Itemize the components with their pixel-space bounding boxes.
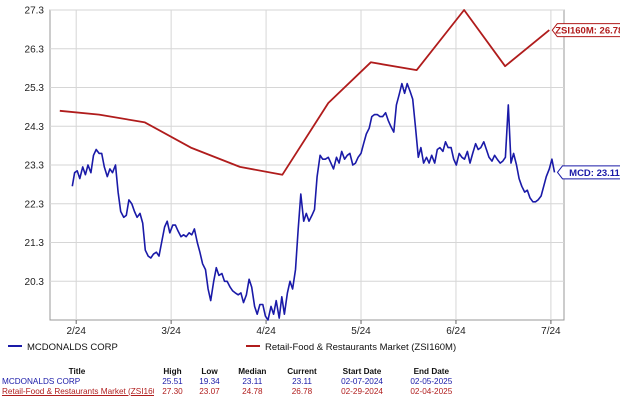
table-row: Retail-Food & Restaurants Market (ZSI160… xyxy=(0,386,620,396)
row-end-date: 02-04-2025 xyxy=(410,386,453,396)
end-label-zsi: ZSI160M: 26.78 xyxy=(555,26,620,37)
row-current: 26.78 xyxy=(291,386,313,396)
x-tick-label: 2/24 xyxy=(66,326,86,337)
stats-header-row: Title High Low Median Current Start Date… xyxy=(0,366,620,376)
y-tick-label: 22.3 xyxy=(25,199,45,210)
x-tick-label: 6/24 xyxy=(446,326,466,337)
header-current: Current xyxy=(287,366,317,376)
row-start-date: 02-07-2024 xyxy=(341,376,383,386)
header-low: Low xyxy=(201,366,218,376)
x-tick-label: 5/24 xyxy=(351,326,371,337)
legend-label-zsi: Retail-Food & Restaurants Market (ZSI160… xyxy=(265,342,457,353)
chart-plot: 27.3 26.3 25.3 24.3 23.3 22.3 21.3 20.3 2/24 3/24… xyxy=(25,6,620,337)
x-tick-label: 3/24 xyxy=(161,326,181,337)
table-row: MCDONALDS CORP 25.51 19.34 23.11 23.11 0… xyxy=(0,376,620,386)
y-tick-label: 21.3 xyxy=(25,238,45,249)
x-tick-label: 7/24 xyxy=(541,326,561,337)
y-tick-label: 20.3 xyxy=(25,277,45,288)
header-start-date: Start Date xyxy=(342,366,382,376)
stats-table: Title High Low Median Current Start Date… xyxy=(0,366,620,396)
row-low: 23.07 xyxy=(199,386,220,396)
series-line-mcd xyxy=(71,82,556,321)
legend-swatch-mcd xyxy=(8,345,22,348)
legend-label-mcd: MCDONALDS CORP xyxy=(27,342,118,353)
header-median: Median xyxy=(238,366,267,376)
row-start-date: 02-29-2024 xyxy=(341,386,383,396)
row-title[interactable]: Retail-Food & Restaurants Market (ZSI160… xyxy=(2,386,154,396)
header-title: Title xyxy=(68,366,86,376)
row-current: 23.11 xyxy=(292,376,312,386)
row-median: 23.11 xyxy=(242,376,263,386)
legend-swatch-zsi xyxy=(246,345,260,348)
x-tick-label: 4/24 xyxy=(256,326,276,337)
row-median: 24.78 xyxy=(242,386,263,396)
y-tick-label: 27.3 xyxy=(25,6,45,17)
y-tick-label: 26.3 xyxy=(25,44,45,55)
end-label-box-zsi xyxy=(551,23,620,38)
header-high: High xyxy=(163,366,182,376)
row-high: 27.30 xyxy=(162,386,183,396)
row-high: 25.51 xyxy=(162,376,183,386)
row-title: MCDONALDS CORP xyxy=(2,376,81,386)
chart-legend: MCDONALDS CORP Retail-Food & Restaurants… xyxy=(0,342,620,356)
legend-item-mcd: MCDONALDS CORP xyxy=(8,342,118,353)
y-tick-label: 25.3 xyxy=(25,83,45,94)
row-end-date: 02-05-2025 xyxy=(410,376,453,386)
end-label-box-mcd xyxy=(556,165,620,180)
y-tick-label: 23.3 xyxy=(25,161,45,172)
header-end-date: End Date xyxy=(413,366,450,376)
row-low: 19.34 xyxy=(199,376,220,386)
end-label-mcd: MCD: 23.11 xyxy=(569,168,620,179)
legend-item-zsi: Retail-Food & Restaurants Market (ZSI160… xyxy=(246,342,456,353)
y-tick-label: 24.3 xyxy=(25,122,45,133)
series-line-zsi xyxy=(59,9,550,176)
